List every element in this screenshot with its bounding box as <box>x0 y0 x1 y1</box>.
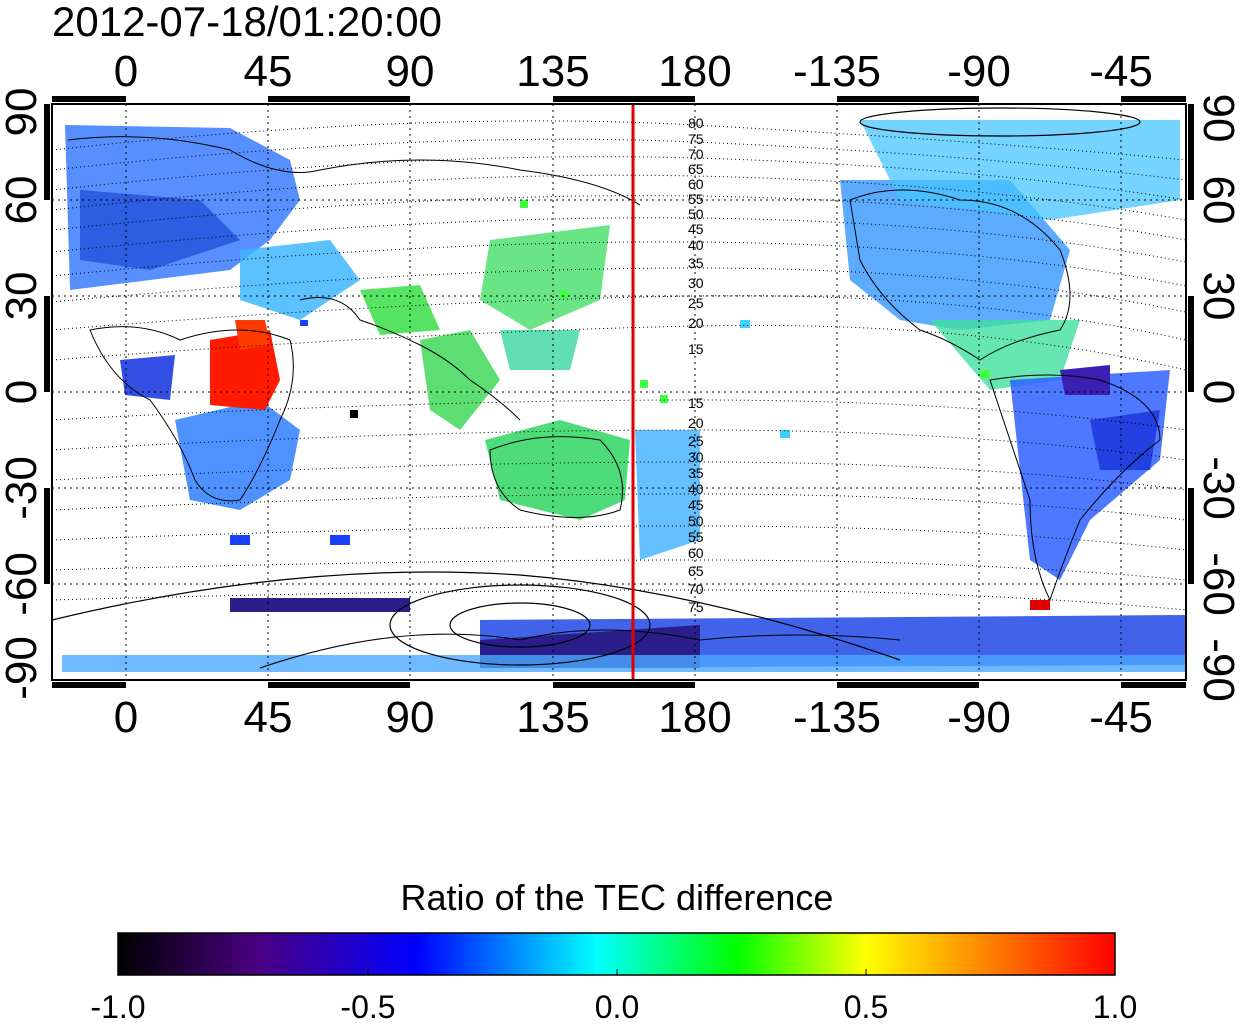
colorbar-tick-label: -0.5 <box>340 989 395 1024</box>
x-tick-bottom: -90 <box>947 693 1011 742</box>
y-tick-left: 90 <box>0 88 46 137</box>
y-tick-right: 30 <box>1194 272 1240 321</box>
contour-label: 55 <box>688 529 704 545</box>
colorbar-tick-label: 0.5 <box>844 989 888 1024</box>
contour-label: 25 <box>688 433 704 449</box>
y-tick-left: -60 <box>0 552 46 616</box>
contour-label: 75 <box>688 599 704 615</box>
contour-label: 35 <box>688 465 704 481</box>
contour-label: 80 <box>688 115 704 131</box>
y-ticks-left: 90 60 30 0 -30 -60 -90 <box>0 88 46 700</box>
x-tick-top: 45 <box>244 47 293 96</box>
contour-label: 15 <box>688 341 704 357</box>
contour-label: 40 <box>688 481 704 497</box>
x-tick-top: -45 <box>1089 47 1153 96</box>
colorbar <box>117 932 1116 976</box>
x-tick-top: -135 <box>793 47 881 96</box>
y-tick-right: 60 <box>1194 176 1240 225</box>
map-title: 2012-07-18/01:20:00 <box>52 0 442 45</box>
x-tick-bottom: -135 <box>793 693 881 742</box>
map-grid <box>52 104 1186 680</box>
contour-label: 45 <box>688 497 704 513</box>
x-ticks-top: 0 45 90 135 180 -135 -90 -45 <box>114 47 1153 96</box>
y-tick-right: -30 <box>1194 456 1240 520</box>
y-tick-left: 30 <box>0 272 46 321</box>
contour-label: 20 <box>688 415 704 431</box>
contour-label: 35 <box>688 255 704 271</box>
contour-label: 30 <box>688 275 704 291</box>
x-tick-top: -90 <box>947 47 1011 96</box>
y-tick-right: 90 <box>1194 94 1240 143</box>
axis-bars <box>44 96 1194 688</box>
contour-label: 30 <box>688 449 704 465</box>
contour-lines-solid <box>52 107 1141 666</box>
y-tick-left: 60 <box>0 176 46 225</box>
contour-labels-south: 15 20 25 30 35 40 45 50 55 60 65 70 75 <box>688 395 704 615</box>
contour-label: 60 <box>688 176 704 192</box>
tec-region-north-america <box>840 180 1070 330</box>
x-tick-bottom: 45 <box>244 693 293 742</box>
contour-label: 70 <box>688 146 704 162</box>
tec-region-asia <box>360 285 440 335</box>
colorbar-tick-labels: -1.0 -0.5 0.0 0.5 1.0 <box>90 989 1137 1024</box>
x-tick-bottom: 135 <box>516 693 589 742</box>
contour-label: 60 <box>688 545 704 561</box>
tec-region-australia <box>485 420 630 520</box>
coastlines <box>67 136 1161 669</box>
colorbar-tick-label: 1.0 <box>1093 989 1137 1024</box>
colorbar-title: Ratio of the TEC difference <box>401 877 834 918</box>
colorbar-ticks <box>367 969 867 975</box>
x-ticks-bottom: 0 45 90 135 180 -135 -90 -45 <box>114 693 1153 742</box>
y-tick-right: -90 <box>1194 638 1240 702</box>
tec-scatter-cells <box>230 200 1050 610</box>
x-tick-bottom: 180 <box>658 693 731 742</box>
map-frame <box>51 103 1187 681</box>
contour-label: 50 <box>688 206 704 222</box>
contour-label: 75 <box>688 131 704 147</box>
x-tick-bottom: 0 <box>114 693 138 742</box>
colorbar-tick-label: 0.0 <box>595 989 639 1024</box>
contour-label: 40 <box>688 237 704 253</box>
contour-label: 70 <box>688 581 704 597</box>
contour-label: 50 <box>688 513 704 529</box>
tec-region-east-africa <box>210 330 280 410</box>
y-tick-right: 0 <box>1194 380 1240 404</box>
contour-label: 25 <box>688 295 704 311</box>
contour-label: 55 <box>688 191 704 207</box>
y-ticks-right: 90 60 30 0 -30 -60 -90 <box>1194 94 1240 702</box>
contour-label: 20 <box>688 315 704 331</box>
contour-label: 65 <box>688 563 704 579</box>
contour-labels-north: 80 75 70 65 60 55 50 45 40 35 30 25 20 1… <box>688 115 704 357</box>
x-tick-bottom: -45 <box>1089 693 1153 742</box>
tec-region-africa <box>175 400 300 510</box>
x-tick-bottom: 90 <box>386 693 435 742</box>
contour-label: 65 <box>688 161 704 177</box>
y-tick-right: -60 <box>1194 552 1240 616</box>
x-tick-top: 90 <box>386 47 435 96</box>
data-layer <box>62 120 1186 672</box>
x-tick-top: 180 <box>658 47 731 96</box>
contour-label: 15 <box>688 395 704 411</box>
y-tick-left: -90 <box>0 636 46 700</box>
colorbar-tick-label: -1.0 <box>90 989 145 1024</box>
y-tick-left: 0 <box>0 380 46 404</box>
contour-label: 45 <box>688 221 704 237</box>
x-tick-top: 0 <box>114 47 138 96</box>
y-tick-left: -30 <box>0 456 46 520</box>
x-tick-top: 135 <box>516 47 589 96</box>
